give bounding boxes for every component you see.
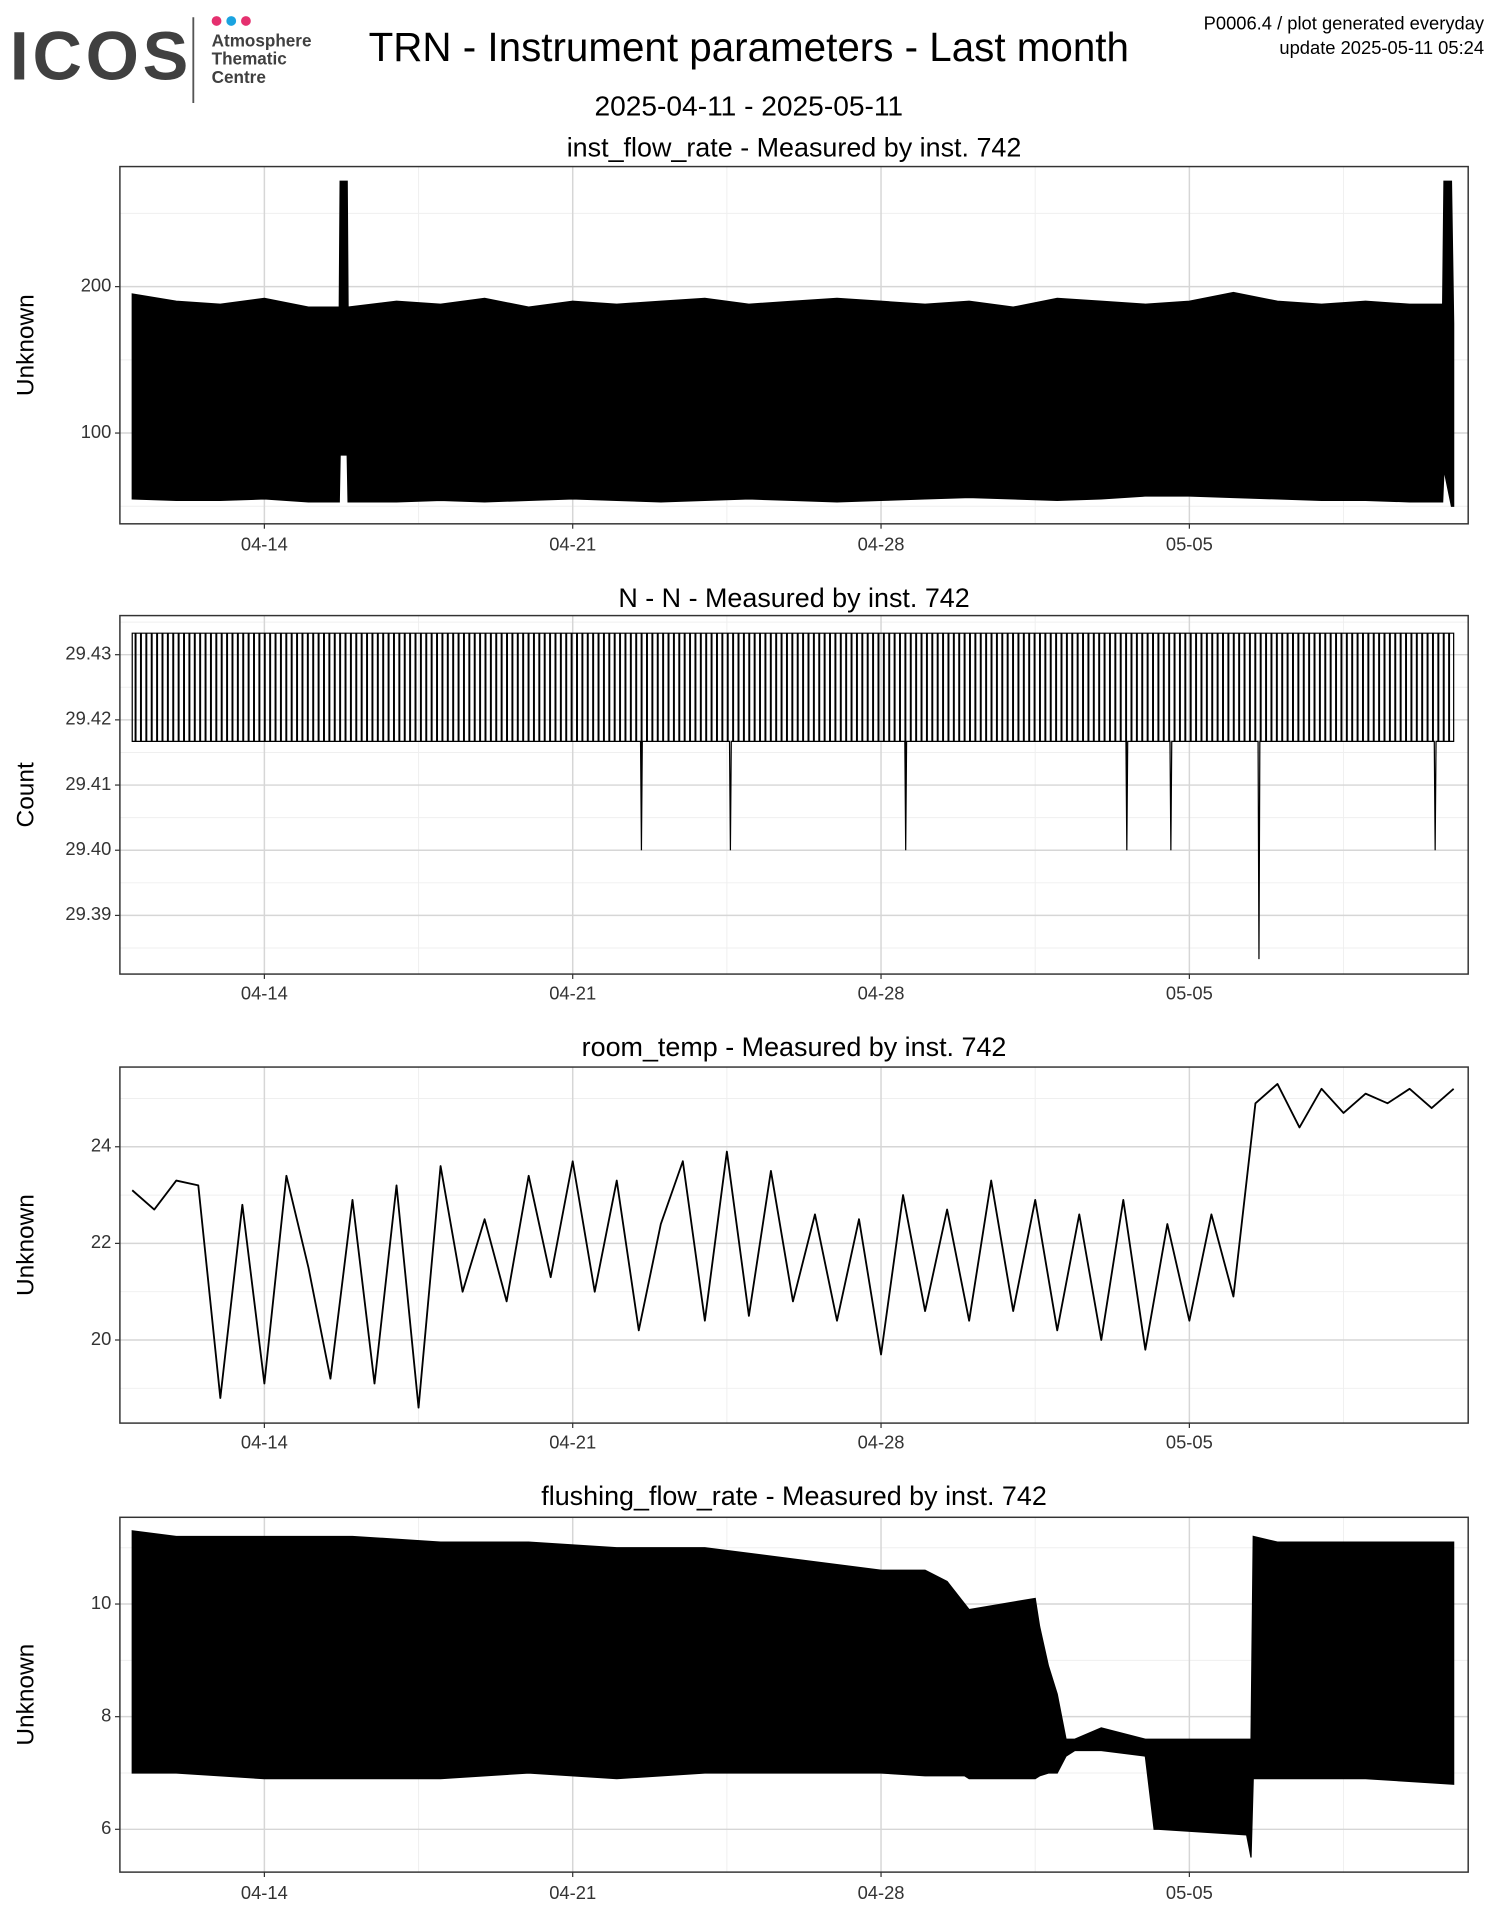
panel-border [119, 1516, 1469, 1873]
y-axis-title: Count [12, 762, 39, 827]
logo-dot [211, 16, 222, 26]
panel-title: room_temp - Measured by inst. 742 [582, 1032, 1007, 1062]
x-tick-label: 05-05 [1166, 1882, 1213, 1903]
y-tick-label: 29.39 [65, 903, 111, 924]
logo-dot [241, 16, 251, 26]
note: P0006.4 / plot generated everyday [1204, 12, 1485, 33]
logo-line: Centre [212, 68, 266, 87]
x-tick-label: 05-05 [1166, 1432, 1213, 1453]
range-band [131, 632, 1455, 960]
range-band [131, 1530, 1455, 1858]
x-tick-label: 04-21 [549, 534, 596, 555]
y-tick-label: 29.43 [65, 643, 111, 664]
subtitle: 2025-04-11 - 2025-05-11 [594, 90, 903, 121]
x-tick-label: 05-05 [1166, 983, 1213, 1004]
x-tick-label: 04-21 [549, 1882, 596, 1903]
y-tick-label: 29.42 [65, 708, 111, 729]
x-tick-label: 04-14 [241, 534, 288, 555]
panel-title: flushing_flow_rate - Measured by inst. 7… [541, 1481, 1047, 1511]
y-tick-label: 29.40 [65, 838, 111, 859]
panel-title: N - N - Measured by inst. 742 [618, 583, 969, 613]
panel-border [119, 614, 1469, 975]
y-tick-label: 6 [101, 1817, 111, 1838]
note: update 2025-05-11 05:24 [1279, 37, 1484, 58]
x-tick-label: 04-21 [549, 1432, 596, 1453]
y-axis-title: Unknown [12, 294, 39, 396]
x-tick-label: 04-28 [858, 1882, 905, 1903]
x-tick-label: 05-05 [1166, 534, 1213, 555]
y-tick-label: 200 [81, 274, 112, 295]
x-tick-label: 04-14 [241, 983, 288, 1004]
x-tick-label: 04-28 [858, 1432, 905, 1453]
range-band [131, 180, 1455, 507]
y-tick-label: 29.41 [65, 773, 111, 794]
y-tick-label: 10 [91, 1592, 111, 1613]
x-tick-label: 04-21 [549, 983, 596, 1004]
data-line [131, 1083, 1455, 1409]
x-tick-label: 04-14 [241, 1432, 288, 1453]
x-tick-label: 04-14 [241, 1882, 288, 1903]
x-tick-label: 04-28 [858, 534, 905, 555]
y-tick-label: 8 [101, 1705, 111, 1726]
panel-border [119, 1066, 1469, 1424]
panel-border [119, 165, 1469, 525]
y-tick-label: 22 [91, 1231, 111, 1252]
panel-title: inst_flow_rate - Measured by inst. 742 [567, 133, 1022, 163]
y-tick-label: 24 [91, 1135, 111, 1156]
y-tick-label: 20 [91, 1328, 111, 1349]
main-title: TRN - Instrument parameters - Last month [369, 24, 1129, 70]
logo-dot [226, 16, 237, 26]
logo: ICOS [10, 17, 192, 94]
x-tick-label: 04-28 [858, 983, 905, 1004]
y-tick-label: 100 [81, 421, 112, 442]
logo-line: Atmosphere [212, 31, 312, 50]
y-axis-title: Unknown [12, 1194, 39, 1296]
logo-line: Thematic [212, 50, 288, 69]
y-axis-title: Unknown [12, 1644, 39, 1746]
